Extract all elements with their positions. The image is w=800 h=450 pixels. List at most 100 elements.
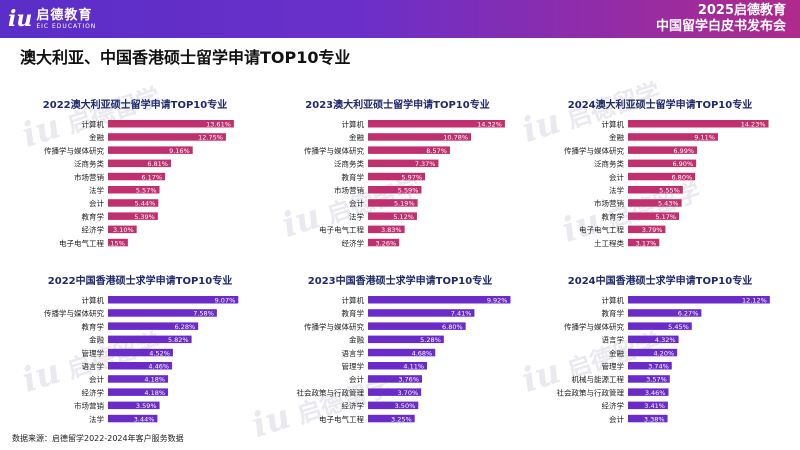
category-label: 机械与能源工程 — [572, 374, 625, 384]
category-label: 管理学 — [82, 348, 105, 358]
value-label: 3.17% — [636, 239, 657, 247]
chart-title: 2022中国香港硕士求学申请TOP10专业 — [47, 276, 233, 287]
source-footnote: 数据来源：启德留学2022-2024年客户服务数据 — [12, 434, 184, 443]
category-label: 金融 — [609, 348, 624, 358]
category-label: 语言学 — [342, 348, 365, 358]
chart-svg: 计算机 9.07% 传播学与媒体研究 7.58% 教育学 6.28% 金融 5.82% 管理学 4… — [44, 295, 239, 424]
value-label: 3.10% — [113, 226, 134, 234]
value-label: 6.80% — [671, 173, 692, 181]
value-label: 6.17% — [141, 173, 162, 181]
category-label: 会计 — [89, 374, 104, 384]
value-label: 5.19% — [394, 200, 415, 208]
chart-hk-2022: 2022中国香港硕士求学申请TOP10专业 计算机 9.07% 传播学与媒体研究 7.… — [10, 272, 270, 432]
bar — [108, 335, 192, 344]
chart-title: 2024澳大利亚硕士留学申请TOP10专业 — [567, 100, 753, 111]
category-label: 传播学与媒体研究 — [564, 145, 624, 155]
bar — [108, 186, 160, 194]
brand-line1: 2025启德教育 — [697, 3, 786, 18]
value-label: 5.97% — [401, 173, 422, 181]
value-label: 4.68% — [412, 349, 433, 357]
value-label: 6.27% — [678, 310, 699, 318]
category-label: 教育学 — [82, 211, 105, 221]
category-label: 市场营销 — [74, 401, 104, 411]
category-label: 法学 — [89, 185, 104, 195]
value-label: 3.59% — [136, 402, 157, 410]
chart-svg: 计算机 14.23% 金融 9.11% 传播学与媒体研究 6.99% 泛商务类 6.90% 会计… — [564, 119, 769, 248]
bar — [368, 335, 444, 344]
category-label: 市场营销 — [334, 185, 364, 195]
category-label: 教育学 — [342, 308, 365, 318]
bar — [368, 172, 426, 181]
value-label: 4.32% — [655, 336, 676, 344]
category-label: 传播学与媒体研究 — [304, 145, 364, 155]
value-label: 6.99% — [673, 147, 694, 155]
category-label: 社会政策与行政管理 — [297, 387, 365, 397]
value-label: 9.11% — [694, 134, 715, 142]
bar — [108, 348, 173, 357]
value-label: 12.12% — [742, 297, 767, 305]
value-label: 5.17% — [655, 213, 676, 221]
bar — [108, 172, 166, 181]
category-label: 计算机 — [342, 295, 365, 305]
category-label: 经济学 — [342, 238, 365, 248]
category-label: 泛商务类 — [74, 159, 104, 169]
bar — [628, 199, 682, 207]
value-label: 5.59% — [398, 187, 419, 195]
category-label: 计算机 — [602, 119, 625, 129]
category-label: 法学 — [349, 211, 364, 221]
value-label: 4.18% — [144, 389, 165, 397]
value-label: 3.46% — [645, 389, 666, 397]
value-label: 6.90% — [672, 160, 693, 168]
bar — [108, 401, 160, 410]
bar — [108, 388, 169, 396]
bar — [628, 362, 672, 370]
category-label: 计算机 — [602, 295, 625, 305]
bar — [108, 238, 128, 247]
value-label: 7.58% — [193, 310, 214, 318]
category-label: 金融 — [609, 132, 624, 142]
page-title: 澳大利亚、中国香港硕士留学申请TOP10专业 — [20, 48, 351, 67]
bar — [368, 348, 436, 357]
bar — [108, 225, 137, 234]
bar — [628, 348, 678, 357]
value-label: 2.15% — [104, 239, 125, 247]
brand-line2: 中国留学白皮书发布会 — [655, 19, 786, 34]
chart-svg: 计算机 13.61% 金融 12.75% 传播学与媒体研究 9.16% 泛商务类 6.81% 市… — [44, 119, 234, 248]
category-label: 金融 — [89, 132, 104, 142]
value-label: 3.41% — [644, 402, 665, 410]
bar — [108, 146, 193, 154]
value-label: 6.28% — [175, 323, 196, 331]
value-label: 4.18% — [144, 376, 165, 384]
value-label: 5.55% — [659, 187, 680, 195]
value-label: 3.79% — [642, 226, 663, 234]
category-label: 社会政策与行政管理 — [557, 387, 625, 397]
category-label: 传播学与媒体研究 — [304, 321, 364, 331]
bar — [108, 133, 226, 141]
category-label: 会计 — [349, 374, 364, 384]
category-label: 金融 — [349, 132, 364, 142]
category-label: 会计 — [89, 198, 104, 208]
chart-hk-2024: 2024中国香港硕士求学申请TOP10专业 计算机 12.12% 教育学 6.27% 传… — [530, 272, 790, 432]
value-label: 3.26% — [376, 239, 397, 247]
bar — [628, 159, 697, 168]
category-label: 教育学 — [602, 211, 625, 221]
value-label: 4.52% — [149, 349, 170, 357]
value-label: 5.57% — [136, 187, 157, 195]
category-label: 传播学与媒体研究 — [44, 308, 104, 318]
value-label: 3.83% — [381, 226, 402, 234]
category-label: 计算机 — [342, 119, 365, 129]
category-label: 语言学 — [602, 335, 625, 345]
bar — [628, 146, 698, 154]
bar — [628, 296, 770, 304]
value-label: 3.50% — [395, 402, 416, 410]
bar — [368, 322, 466, 330]
value-label: 4.11% — [403, 363, 424, 371]
value-label: 5.12% — [393, 213, 414, 221]
category-label: 泛商务类 — [594, 159, 624, 169]
value-label: 9.16% — [169, 147, 190, 155]
logo-mark-icon: iu — [8, 6, 33, 32]
category-label: 管理学 — [602, 361, 625, 371]
value-label: 5.45% — [668, 323, 689, 331]
category-label: 泛商务类 — [334, 159, 364, 169]
bar — [108, 414, 158, 423]
